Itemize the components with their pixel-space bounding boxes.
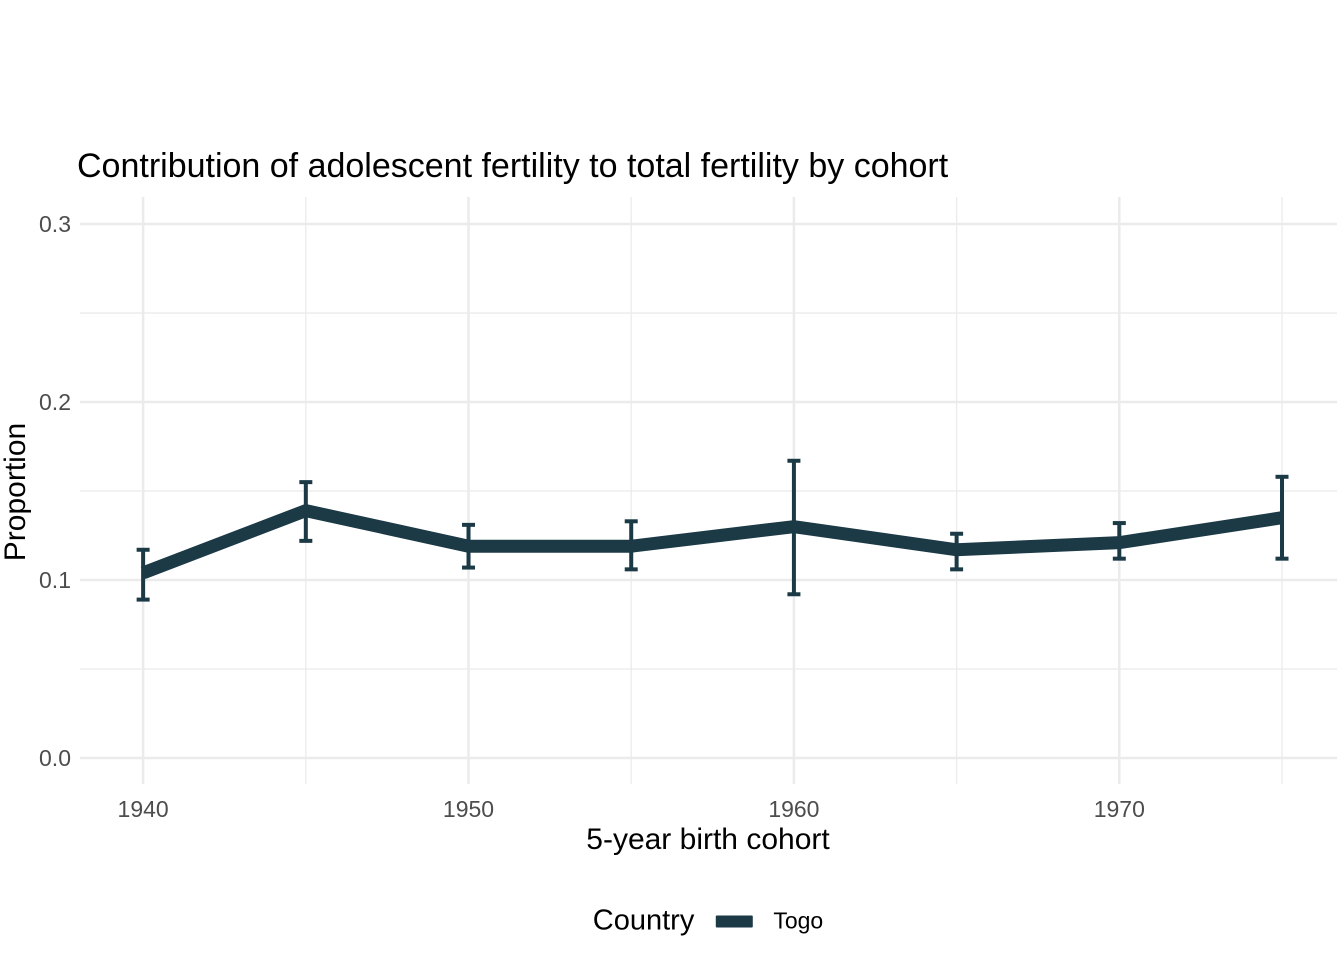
legend-title: Country: [592, 904, 695, 937]
legend: Country Togo: [593, 905, 823, 938]
y-tick-label: 0.0: [39, 745, 71, 771]
y-tick-label: 0.2: [39, 389, 71, 416]
chart-title: Contribution of adolescent fertility to …: [77, 147, 949, 185]
y-tick-label: 0.1: [39, 567, 71, 594]
x-axis-title: 5-year birth cohort: [586, 823, 830, 856]
x-tick-label: 1950: [442, 796, 495, 822]
legend-key-line-swatch: [715, 915, 753, 927]
series-line-togo: [140, 503, 1283, 579]
x-tick-label: 1970: [1093, 796, 1145, 822]
legend-series-label: Togo: [773, 907, 824, 934]
x-tick-label: 1960: [768, 796, 820, 822]
x-tick-label: 1940: [117, 796, 169, 822]
y-axis-title: Proportion: [0, 422, 32, 562]
y-tick-label: 0.3: [39, 211, 71, 238]
